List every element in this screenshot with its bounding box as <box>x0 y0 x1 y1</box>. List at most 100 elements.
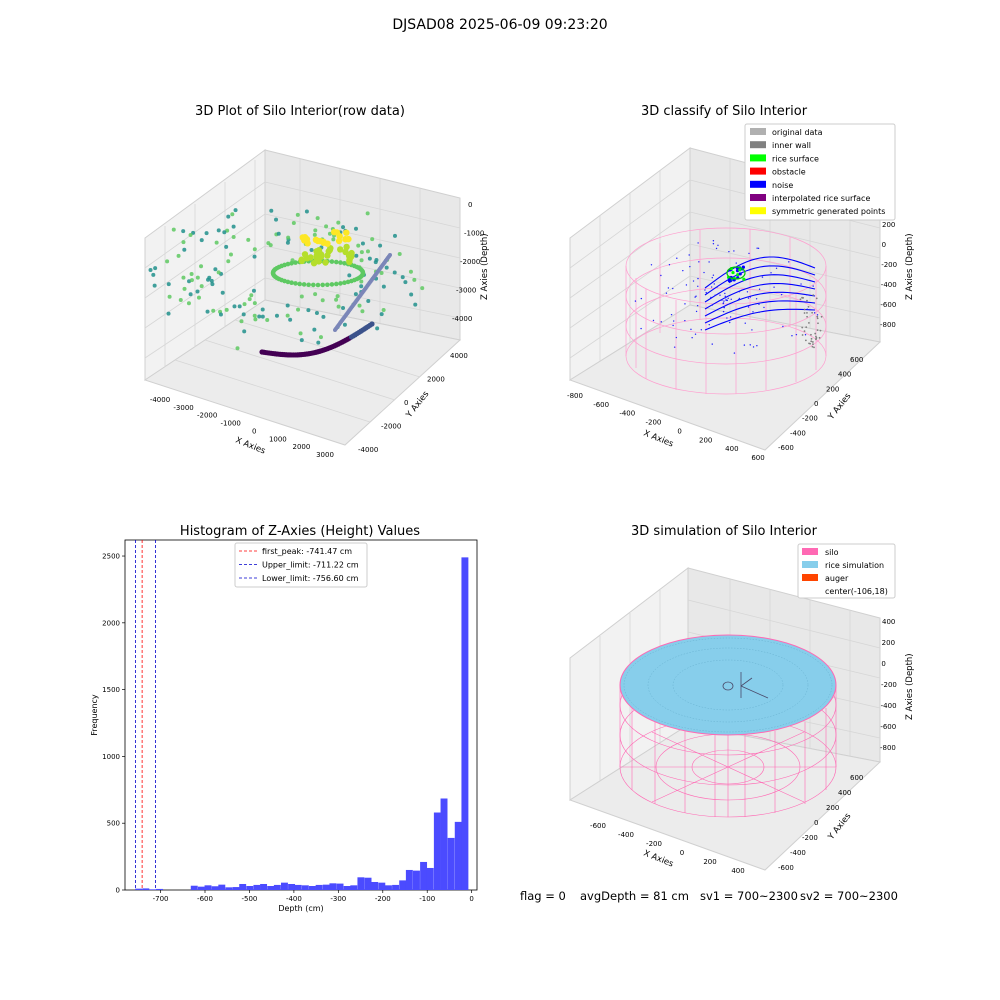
noise-point <box>703 271 705 274</box>
noise-point <box>714 294 716 296</box>
raw-point <box>246 237 251 242</box>
simulation-legend-swatch <box>802 548 818 555</box>
noise-point <box>795 333 798 336</box>
raw-point <box>359 279 364 284</box>
histogram-legend-label: first_peak: -741.47 cm <box>262 547 352 556</box>
noise-point <box>715 247 718 250</box>
rice-surface-point <box>742 277 746 281</box>
raw-point <box>400 275 405 280</box>
classify-z-tick-label: 200 <box>882 221 895 229</box>
noise-point <box>697 277 699 280</box>
histogram-bar <box>273 884 281 890</box>
raw-point <box>369 321 375 327</box>
raw-point <box>354 253 359 258</box>
inner-wall-point <box>819 329 822 332</box>
raw-point <box>354 264 360 270</box>
raw-point <box>349 305 354 310</box>
raw-point <box>301 237 308 244</box>
inner-wall-point <box>806 299 808 302</box>
simulation-x-tick-label: 0 <box>680 849 684 857</box>
raw-point <box>307 350 314 357</box>
raw-point <box>298 256 305 263</box>
histogram-bar <box>294 884 302 890</box>
raw-point <box>324 224 329 229</box>
figure-title: DJSAD08 2025-06-09 09:23:20 <box>392 17 608 33</box>
raw-point <box>252 254 257 259</box>
raw-point <box>351 303 356 307</box>
raw-point <box>309 350 315 356</box>
noise-point <box>729 316 732 318</box>
rice-surface-point <box>728 279 732 283</box>
histogram-bar <box>204 885 212 890</box>
raw-point <box>298 331 303 336</box>
rice-surface-ring <box>726 266 746 280</box>
raw-point <box>371 275 376 280</box>
inner-wall-point <box>815 337 818 340</box>
inner-wall-point <box>814 332 817 335</box>
rice-surface-point <box>735 269 740 273</box>
raw-point <box>300 351 306 358</box>
raw-point <box>299 294 304 299</box>
raw-point <box>339 339 345 345</box>
noise-point <box>710 296 712 299</box>
raw-point <box>302 351 308 357</box>
inner-wall-point <box>815 338 817 341</box>
raw-point <box>349 278 354 284</box>
histogram-y-tick-label: 500 <box>107 820 120 828</box>
raw-point <box>356 243 361 248</box>
raw-point <box>285 303 290 308</box>
classify-legend: original data inner wall rice surface obsta… <box>744 123 896 221</box>
raw-point <box>319 245 324 250</box>
histogram-y-axis-label: Frequency <box>90 694 99 736</box>
raw-point <box>330 228 338 236</box>
noise-point <box>738 290 741 293</box>
classify-x-tick-labels: -800 -600 -400 -200 0 200 400 600 <box>567 392 765 462</box>
inner-wall-point <box>805 326 808 329</box>
noise-point <box>697 285 699 287</box>
raw-point <box>365 283 370 288</box>
simulation-z-tick-label: 200 <box>882 639 895 647</box>
noise-point <box>721 299 723 301</box>
simulation-x-tick-label: -600 <box>590 822 606 830</box>
raw-point <box>259 349 265 355</box>
classify-points <box>634 240 823 354</box>
raw-point <box>356 296 361 301</box>
raw-point <box>279 277 284 283</box>
inner-wall-point <box>801 297 804 299</box>
raw-point <box>335 325 340 330</box>
raw-point <box>226 259 231 264</box>
raw-point <box>268 350 274 356</box>
raw-point <box>373 272 378 277</box>
raw-point <box>171 227 176 232</box>
raw-point <box>301 234 309 241</box>
raw-point <box>325 258 330 264</box>
inner-wall-point <box>811 345 814 348</box>
histogram-x-axis-label: Depth (cm) <box>278 904 323 913</box>
classify-z-tick-label: -800 <box>880 321 896 329</box>
noise-point <box>634 300 637 302</box>
raw-point <box>276 231 281 236</box>
histogram-bar <box>309 885 316 890</box>
raw-point <box>153 266 158 271</box>
raw-point <box>237 304 242 309</box>
inner-wall-point <box>820 315 823 318</box>
noise-point <box>733 250 735 252</box>
raw-point <box>285 279 291 285</box>
noise-point <box>805 294 808 296</box>
rice-surface-point <box>738 266 742 270</box>
rice-surface-point <box>732 278 736 282</box>
raw-point <box>299 338 304 343</box>
raw-point <box>313 349 319 355</box>
raw-point <box>375 326 380 331</box>
raw-point <box>413 302 418 307</box>
raw-point <box>307 254 314 261</box>
inner-wall-point <box>808 342 810 345</box>
classify-legend-label: interpolated rice surface <box>772 194 870 203</box>
simulation-z-axis-label: Z Axies (Depth) <box>905 653 915 720</box>
raw-point <box>315 216 320 221</box>
raw-point <box>314 311 319 316</box>
raw-point <box>294 352 301 358</box>
raw-point <box>204 231 209 236</box>
noise-point <box>758 288 761 290</box>
raw-x-tick-label: -2000 <box>197 412 217 420</box>
